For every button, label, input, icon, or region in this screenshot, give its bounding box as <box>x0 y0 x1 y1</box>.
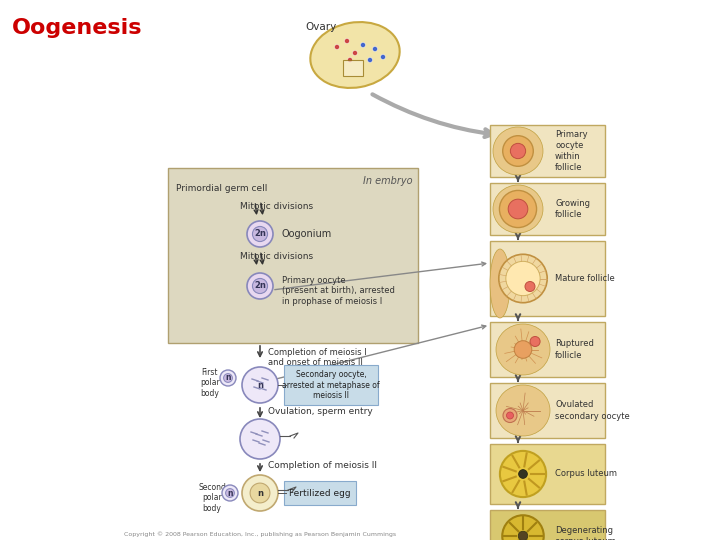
Text: Completion of meiosis II: Completion of meiosis II <box>268 461 377 469</box>
Text: Ovulated
secondary oocyte: Ovulated secondary oocyte <box>555 401 630 421</box>
Circle shape <box>514 341 532 359</box>
FancyBboxPatch shape <box>284 365 378 405</box>
Text: Mitotic divisions: Mitotic divisions <box>240 252 313 261</box>
Circle shape <box>510 143 526 159</box>
Ellipse shape <box>490 249 510 318</box>
Text: Corpus luteum: Corpus luteum <box>555 469 617 478</box>
Ellipse shape <box>310 22 400 88</box>
FancyBboxPatch shape <box>168 168 418 343</box>
Circle shape <box>253 279 268 294</box>
Text: n: n <box>225 374 230 382</box>
Circle shape <box>335 44 340 50</box>
Text: Growing
follicle: Growing follicle <box>555 199 590 219</box>
Circle shape <box>499 254 547 303</box>
Circle shape <box>506 412 513 419</box>
Circle shape <box>353 51 358 56</box>
Text: Mitotic divisions: Mitotic divisions <box>240 202 313 211</box>
FancyBboxPatch shape <box>490 183 605 235</box>
Circle shape <box>500 191 536 227</box>
Ellipse shape <box>493 185 543 233</box>
FancyBboxPatch shape <box>490 322 605 377</box>
Text: Oogenesis: Oogenesis <box>12 18 143 38</box>
Text: n: n <box>228 489 233 497</box>
Text: Secondary oocyte,
arrested at metaphase of
meiosis II: Secondary oocyte, arrested at metaphase … <box>282 370 380 400</box>
Circle shape <box>344 38 349 44</box>
Circle shape <box>508 199 528 219</box>
Text: Completion of meiosis I
and onset of meiosis II: Completion of meiosis I and onset of mei… <box>268 348 366 367</box>
FancyBboxPatch shape <box>490 383 605 438</box>
Text: Ovulation, sperm entry: Ovulation, sperm entry <box>268 407 373 415</box>
FancyBboxPatch shape <box>284 481 356 505</box>
Circle shape <box>242 475 278 511</box>
Text: 2n: 2n <box>254 230 266 239</box>
FancyBboxPatch shape <box>490 510 605 540</box>
FancyBboxPatch shape <box>490 241 605 316</box>
Circle shape <box>503 515 544 540</box>
FancyBboxPatch shape <box>490 444 605 504</box>
Circle shape <box>250 483 270 503</box>
Circle shape <box>503 136 534 166</box>
Circle shape <box>500 451 546 497</box>
Text: Mature follicle: Mature follicle <box>555 274 615 283</box>
Circle shape <box>247 221 273 247</box>
Circle shape <box>361 43 366 48</box>
Circle shape <box>224 374 233 382</box>
Circle shape <box>518 470 527 478</box>
Circle shape <box>380 55 385 59</box>
Text: Second
polar
body: Second polar body <box>198 483 226 513</box>
Ellipse shape <box>496 385 550 436</box>
Text: Ruptured
follicle: Ruptured follicle <box>555 340 594 360</box>
Circle shape <box>242 367 278 403</box>
Text: 2n: 2n <box>254 281 266 291</box>
Text: Primary oocyte
(present at birth), arrested
in prophase of meiosis I: Primary oocyte (present at birth), arres… <box>282 276 395 306</box>
Text: Copyright © 2008 Pearson Education, Inc., publishing as Pearson Benjamin Cumming: Copyright © 2008 Pearson Education, Inc.… <box>124 531 396 537</box>
Text: In embryo: In embryo <box>364 176 413 186</box>
Ellipse shape <box>496 324 550 375</box>
Circle shape <box>503 408 517 422</box>
Circle shape <box>372 46 377 51</box>
Text: Ovary: Ovary <box>305 22 336 32</box>
Circle shape <box>247 273 273 299</box>
Text: Fertilized egg: Fertilized egg <box>289 489 351 497</box>
Circle shape <box>225 489 235 497</box>
Circle shape <box>253 226 268 241</box>
Text: First
polar
body: First polar body <box>200 368 220 398</box>
Text: n: n <box>257 489 263 497</box>
Text: n: n <box>257 381 263 389</box>
Ellipse shape <box>493 127 543 175</box>
Circle shape <box>240 419 280 459</box>
Circle shape <box>518 531 528 540</box>
Circle shape <box>367 57 372 63</box>
Text: Primordial germ cell: Primordial germ cell <box>176 184 267 193</box>
Circle shape <box>525 281 535 292</box>
Text: Oogonium: Oogonium <box>282 229 332 239</box>
Circle shape <box>220 370 236 386</box>
Circle shape <box>530 336 540 347</box>
Circle shape <box>506 261 540 296</box>
Circle shape <box>222 485 238 501</box>
FancyBboxPatch shape <box>490 125 605 177</box>
Text: Degenerating
corpus luteum: Degenerating corpus luteum <box>555 526 616 540</box>
FancyBboxPatch shape <box>343 60 363 76</box>
Text: Primary
oocyte
within
follicle: Primary oocyte within follicle <box>555 130 588 172</box>
Circle shape <box>348 57 353 63</box>
